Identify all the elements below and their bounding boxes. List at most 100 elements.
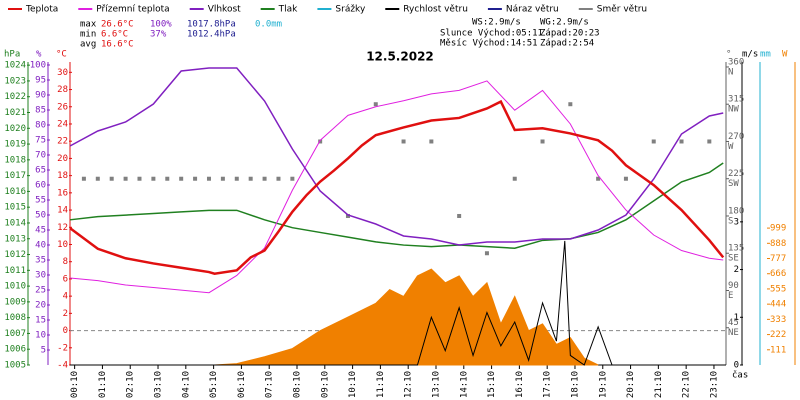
y-tick-label: -2 [57,343,68,353]
stat: 1017.8hPa [187,20,236,30]
direction-point [345,213,350,218]
y-tick-label: 2 [63,309,68,319]
x-tick-label: 16:10 [515,371,525,398]
direction-point [679,139,684,144]
compass-label: E [728,291,733,301]
compass-label: S [728,216,733,226]
y-tick-label: 6 [63,274,68,284]
stat: 6.6°C [101,30,128,40]
x-tick-label: 09:10 [320,371,330,398]
direction-point [457,213,462,218]
legend-label: Rychlost větru [403,5,468,15]
stat: 16.6°C [101,40,134,50]
x-tick-label: 20:10 [626,371,636,398]
y-tick-label: 8 [63,257,68,267]
y-tick-label: 20 [57,154,68,164]
direction-point [193,176,198,181]
y-tick-label: 135 [728,244,744,254]
y-tick-label: 30 [35,271,46,281]
x-tick-label: 13:10 [431,371,441,398]
y-tick-label: 55 [35,196,46,206]
y-tick-label: 90 [728,281,739,291]
direction-point [81,176,86,181]
y-tick-label: 25 [35,286,46,296]
legend-label: Směr větru [597,5,647,15]
y-tick-label: 222 [770,330,786,340]
direction-point [151,176,156,181]
radiation-area [214,268,599,366]
stat: 1012.4hPa [187,30,236,40]
x-tick-label: 22:10 [682,371,692,398]
y-tick-label: 1015 [4,203,26,213]
axis-unit: m/s [742,50,758,60]
x-tick-label: 01:10 [98,371,108,398]
x-tick-label: 23:10 [709,371,719,398]
direction-point [484,251,489,256]
y-tick-label: 1022 [4,92,26,102]
series-line [69,80,724,294]
y-tick-label: 180 [728,206,744,216]
y-tick-label: 1006 [4,345,26,355]
y-tick-label: 1020 [4,124,26,134]
y-tick-label: 0 [734,361,739,371]
y-tick-label: 40 [35,241,46,251]
stat: 0.0mm [255,20,282,30]
x-tick-label: 15:10 [487,371,497,398]
stat: min [80,30,96,40]
direction-point [248,176,253,181]
direction-point [137,176,142,181]
legend-label: Vlhkost [208,5,241,15]
direction-point [318,139,323,144]
legend-label: Teplota [25,5,58,15]
direction-point [707,139,712,144]
direction-point [651,139,656,144]
direction-point [429,139,434,144]
y-tick-label: 1005 [4,361,26,371]
legend-label: Srážky [335,5,366,15]
stat: Západ:20:23 [540,29,600,39]
y-tick-label: 80 [35,121,46,131]
y-tick-label: 1023 [4,76,26,86]
direction-point [234,176,239,181]
y-tick-label: 26 [57,102,68,112]
y-tick-label: 5 [41,346,46,356]
direction-point [165,176,170,181]
axis-unit: mm [760,50,771,60]
y-tick-label: 95 [35,76,46,86]
chart-title: 12.5.2022 [366,50,434,64]
y-tick-label: 85 [35,106,46,116]
y-tick-label: 20 [35,301,46,311]
stat: WG:2.9m/s [540,18,589,28]
direction-point [290,176,295,181]
y-tick-label: 315 [728,95,744,105]
y-tick-label: 1016 [4,187,26,197]
legend-label: Náraz větru [506,5,559,15]
y-tick-label: 270 [728,132,744,142]
stat: Západ:2:54 [540,39,594,49]
x-tick-label: 07:10 [265,371,275,398]
series-line [69,162,724,249]
compass-label: N [728,67,733,77]
direction-point [623,176,628,181]
compass-label: W [728,142,734,152]
direction-point [123,176,128,181]
y-tick-label: 15 [35,316,46,326]
y-tick-label: -4 [57,361,68,371]
y-tick-label: 1014 [4,218,26,228]
y-tick-label: 1011 [4,266,26,276]
y-tick-label: 30 [57,68,68,78]
y-tick-label: 1008 [4,313,26,323]
x-tick-label: 17:10 [543,371,553,398]
y-tick-label: 70 [35,151,46,161]
legend-label: Přízemní teplota [96,5,169,15]
axis-unit: °C [56,50,67,60]
y-tick-label: 100 [30,61,46,71]
y-tick-label: 1013 [4,234,26,244]
y-tick-label: 555 [770,284,786,294]
stat: 100% [150,20,172,30]
compass-label: NW [728,105,739,115]
direction-point [220,176,225,181]
y-tick-label: 12 [57,223,68,233]
direction-point [373,102,378,107]
